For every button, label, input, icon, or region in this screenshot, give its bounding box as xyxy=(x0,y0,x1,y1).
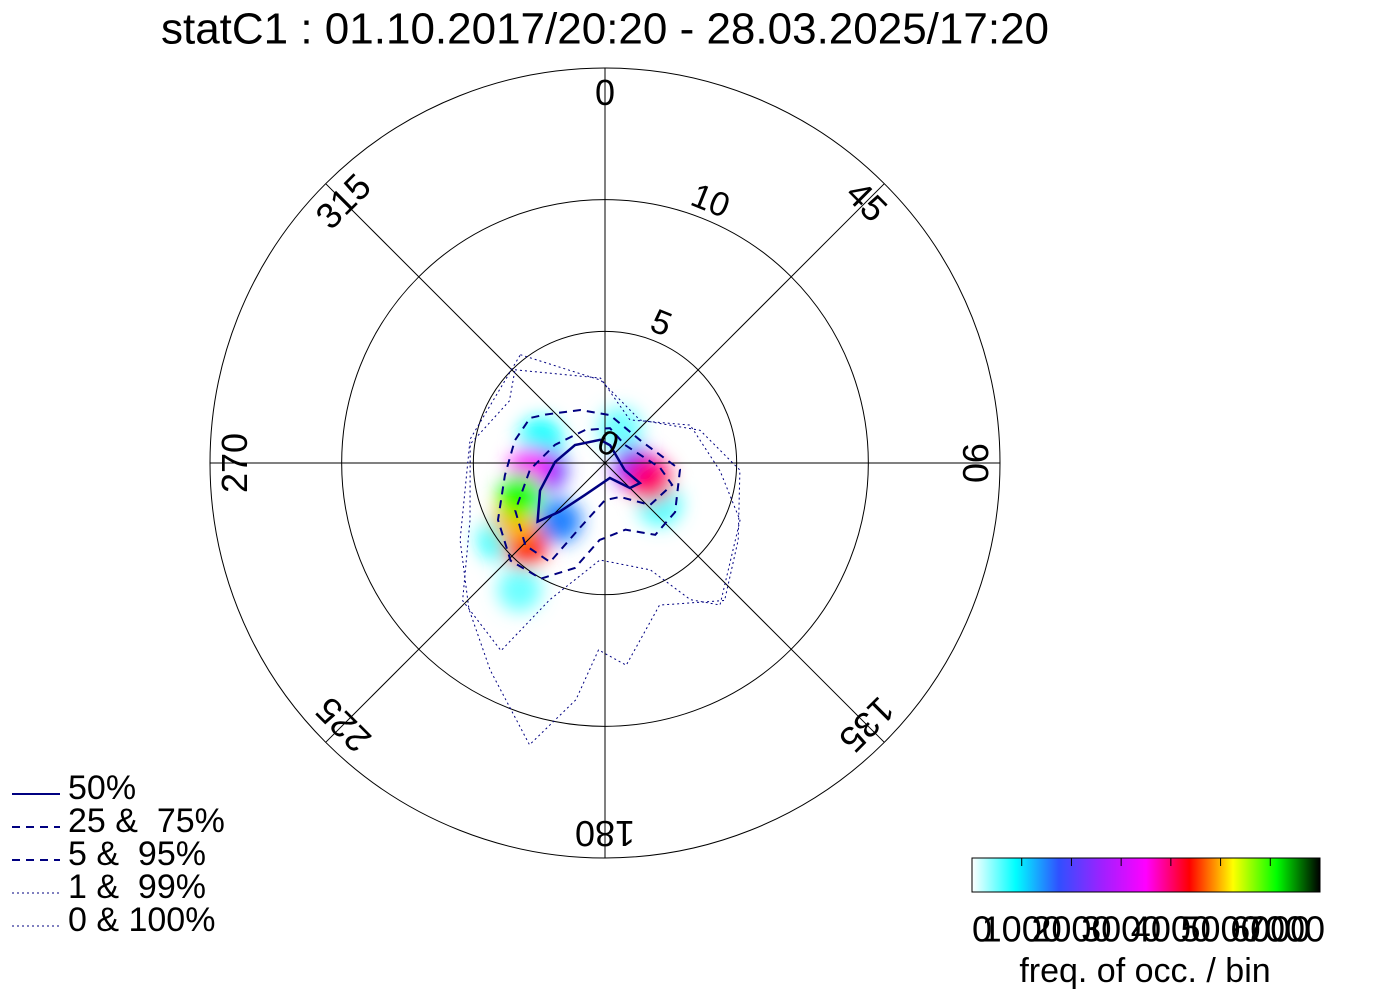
density-blob xyxy=(597,407,642,452)
density-blob xyxy=(627,458,672,503)
density-blob xyxy=(537,499,582,544)
density-blob xyxy=(498,473,543,518)
r-tick-label: 10 xyxy=(686,176,735,225)
angle-spoke xyxy=(604,462,885,743)
density-layer xyxy=(478,407,682,612)
theta-tick-label: 270 xyxy=(214,433,255,493)
r-tick-label: 5 xyxy=(645,302,677,344)
polar-grid xyxy=(209,67,1001,859)
legend-label: 25 & 75% xyxy=(68,802,225,840)
theta-tick-label: 90 xyxy=(955,443,996,483)
contours xyxy=(459,354,741,746)
legend-label: 0 & 100% xyxy=(68,901,215,939)
colorbar-tick-label: 0 xyxy=(972,909,992,950)
theta-tick-label: 0 xyxy=(595,72,615,113)
contour xyxy=(536,438,643,524)
colorbar-label: freq. of occ. / bin xyxy=(1019,952,1270,990)
angle-spoke xyxy=(325,462,606,743)
legend-label: 5 & 95% xyxy=(68,835,206,873)
colorbar-tick-label: 3000 xyxy=(1081,909,1161,950)
colorbar-tick-label: 2000 xyxy=(1031,909,1111,950)
colorbar-tick-label: 1000 xyxy=(982,909,1062,950)
contour xyxy=(496,408,682,580)
legend-label: 1 & 99% xyxy=(68,868,206,906)
contour xyxy=(459,354,741,746)
colorbar xyxy=(971,857,1321,893)
colorbar-tick-label: 5000 xyxy=(1181,909,1261,950)
colorbar-tick-label: 7000 xyxy=(1245,909,1325,950)
theta-tick-label: 180 xyxy=(575,813,635,854)
angle-spoke xyxy=(325,183,606,464)
angle-spoke xyxy=(604,183,885,464)
legend-label: 50% xyxy=(68,769,136,807)
colorbar-tick-label: 6000 xyxy=(1230,909,1310,950)
density-blob xyxy=(497,567,542,612)
chart-title: statC1 : 01.10.2017/20:20 - 28.03.2025/1… xyxy=(161,5,1049,54)
colorbar-tick-label: 4000 xyxy=(1131,909,1211,950)
